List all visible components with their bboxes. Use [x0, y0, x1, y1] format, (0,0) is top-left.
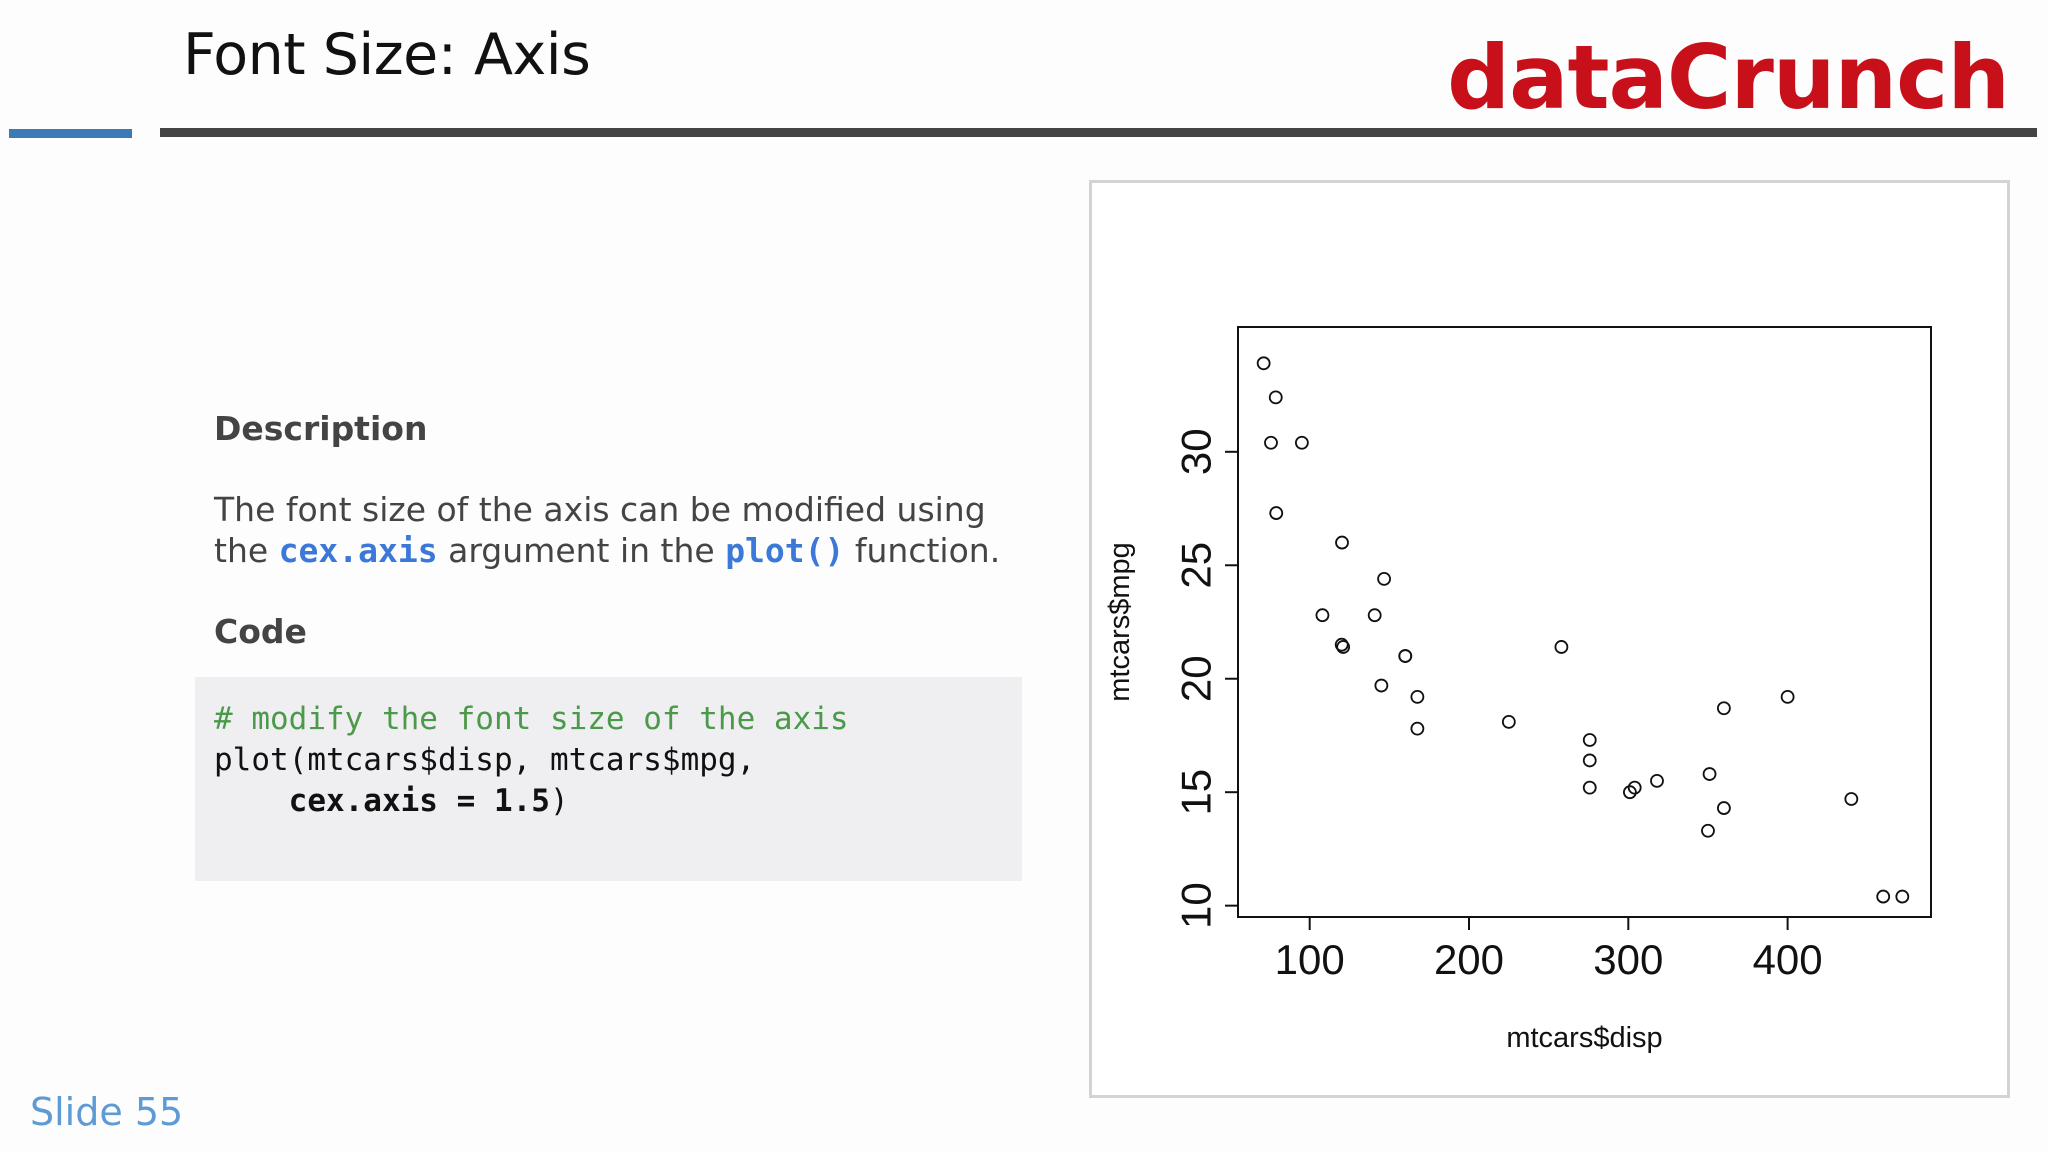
data-point — [1410, 689, 1425, 704]
code-heading: Code — [214, 612, 307, 651]
x-tick-label: 400 — [1753, 936, 1823, 983]
data-point — [1895, 889, 1910, 904]
data-point — [1256, 356, 1271, 371]
description-text-part: argument in the — [437, 531, 726, 570]
data-point — [1701, 823, 1715, 838]
plot-area-box — [1237, 326, 1932, 918]
description-text-part: function. — [844, 531, 1001, 570]
data-point — [1623, 785, 1637, 800]
x-tick-label: 100 — [1275, 936, 1345, 983]
data-point — [1374, 678, 1389, 693]
code-block: # modify the font size of the axis plot(… — [195, 677, 1022, 881]
data-point — [1294, 435, 1309, 450]
data-point — [1627, 780, 1642, 795]
plot-frame: 100 200 300 400 mtcars$disp 10 15 20 25 30 mtcars$… — [1089, 180, 2010, 1098]
x-axis-label: mtcars$disp — [1506, 1022, 1662, 1054]
y-tick-label: 15 — [1173, 769, 1220, 816]
data-point — [1269, 506, 1284, 520]
description-text: The font size of the axis can be modifie… — [214, 489, 1014, 571]
data-point — [1876, 889, 1891, 904]
slide-number: Slide 55 — [30, 1090, 184, 1134]
y-tick-label: 30 — [1173, 428, 1220, 475]
title-divider — [160, 128, 2037, 137]
x-tick-label: 200 — [1434, 936, 1504, 983]
description-text-part: The font size of the axis can be modifie… — [214, 490, 986, 570]
data-point — [1582, 753, 1597, 768]
data-point — [1334, 637, 1349, 652]
data-point — [1582, 733, 1597, 747]
y-axis-label: mtcars$mpg — [1104, 542, 1136, 702]
scatter-plot: 100 200 300 400 mtcars$disp 10 15 20 25 30 mtcars$… — [1104, 326, 1932, 1054]
data-point — [1315, 608, 1330, 623]
y-tick-label: 20 — [1173, 655, 1220, 702]
x-tick-label: 300 — [1593, 936, 1663, 983]
code-indent — [214, 783, 289, 819]
data-point — [1336, 640, 1351, 654]
description-heading: Description — [214, 409, 428, 448]
code-close-paren: ) — [549, 783, 569, 819]
brand-logo: dataCrunch — [1447, 26, 2010, 129]
data-point — [1268, 390, 1283, 405]
y-tick-label: 10 — [1173, 882, 1220, 929]
data-point — [1501, 714, 1516, 729]
data-point — [1844, 792, 1859, 806]
code-argument: cex.axis = 1.5 — [288, 783, 550, 819]
keyword-cex-axis: cex.axis — [278, 531, 438, 570]
keyword-plot: plot() — [725, 531, 845, 570]
data-point — [1264, 435, 1278, 450]
data-point — [1367, 608, 1382, 623]
data-point — [1716, 701, 1731, 716]
data-point — [1582, 780, 1597, 795]
code-comment: # modify the font size of the axis — [214, 701, 849, 737]
data-point — [1335, 535, 1349, 550]
data-point — [1398, 649, 1413, 663]
data-point — [1554, 640, 1569, 654]
slide-title: Font Size: Axis — [183, 22, 591, 88]
data-point — [1716, 801, 1731, 815]
data-point — [1702, 767, 1717, 781]
y-tick-label: 25 — [1173, 542, 1220, 589]
data-point — [1780, 689, 1795, 704]
title-accent-bar — [9, 129, 132, 138]
code-line: plot(mtcars$disp, mtcars$mpg, — [214, 742, 756, 778]
data-point — [1377, 571, 1391, 586]
data-point — [1650, 773, 1664, 788]
data-point — [1410, 721, 1425, 736]
